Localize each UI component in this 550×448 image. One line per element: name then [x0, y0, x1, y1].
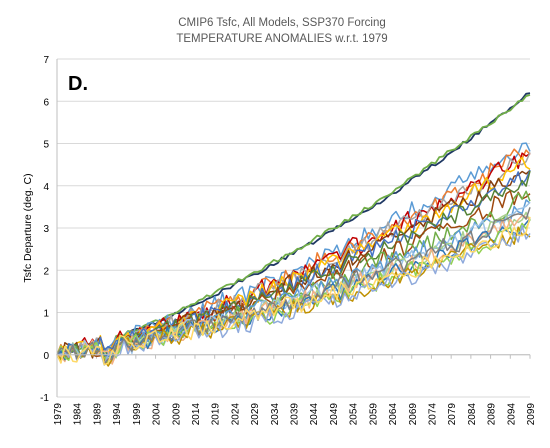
x-tick-label: 2059 — [368, 403, 379, 426]
x-tick-label: 2029 — [250, 403, 261, 426]
x-tick-label: 2074 — [427, 403, 438, 426]
x-tick-label: 2034 — [270, 403, 281, 426]
x-tick-label: 1984 — [73, 403, 84, 426]
y-tick-label: 3 — [43, 224, 49, 235]
series-line-0 — [56, 92, 531, 356]
x-tick-label: 2064 — [388, 403, 399, 426]
y-tick-label: 1 — [43, 309, 49, 320]
x-tick-label: 1999 — [132, 403, 143, 426]
x-tick-label: 2024 — [230, 403, 241, 426]
y-tick-label: -1 — [40, 393, 49, 404]
x-tick-label: 1979 — [53, 403, 64, 426]
y-tick-label: 5 — [43, 140, 49, 151]
chart-subtitle: TEMPERATURE ANOMALIES w.r.t. 1979 — [176, 33, 387, 45]
panel-label: D. — [68, 73, 88, 95]
series-line-21 — [56, 216, 531, 366]
x-axis-ticks: 1979 1984 1989 1994 1999 2004 2009 2014 2019 2024… — [53, 354, 537, 426]
series-lines — [56, 92, 531, 367]
y-axis-label: Tsfc Departure (deg. C) — [22, 173, 34, 282]
x-tick-label: 2004 — [152, 403, 163, 426]
x-tick-label: 2009 — [171, 403, 182, 426]
y-tick-label: 0 — [43, 351, 49, 362]
x-tick-label: 2089 — [487, 403, 498, 426]
series-line-1 — [56, 94, 531, 356]
series-line-9 — [56, 170, 531, 361]
y-tick-label: 4 — [43, 182, 49, 193]
y-tick-label: 6 — [43, 97, 49, 108]
series-line-20 — [56, 207, 531, 365]
x-tick-label: 2094 — [506, 403, 517, 426]
y-tick-label: 2 — [43, 266, 49, 277]
x-tick-label: 2099 — [526, 403, 537, 426]
x-tick-label: 2019 — [211, 403, 222, 426]
x-tick-label: 2079 — [447, 403, 458, 426]
y-tick-label: 7 — [43, 55, 49, 66]
series-line-19 — [56, 224, 531, 365]
x-tick-label: 1989 — [92, 403, 103, 426]
series-line-17 — [56, 218, 531, 363]
x-tick-label: 2069 — [408, 403, 419, 426]
x-tick-label: 2054 — [349, 403, 360, 426]
x-tick-label: 1994 — [112, 403, 123, 426]
x-tick-label: 2044 — [309, 403, 320, 426]
x-tick-label: 2049 — [329, 403, 340, 426]
y-axis-ticks: -1 0 1 2 3 4 5 6 7 — [40, 55, 49, 404]
x-tick-label: 2084 — [467, 403, 478, 426]
x-tick-label: 2014 — [191, 403, 202, 426]
chart-title: CMIP6 Tsfc, All Models, SSP370 Forcing — [178, 17, 386, 29]
x-tick-label: 2039 — [290, 403, 301, 426]
